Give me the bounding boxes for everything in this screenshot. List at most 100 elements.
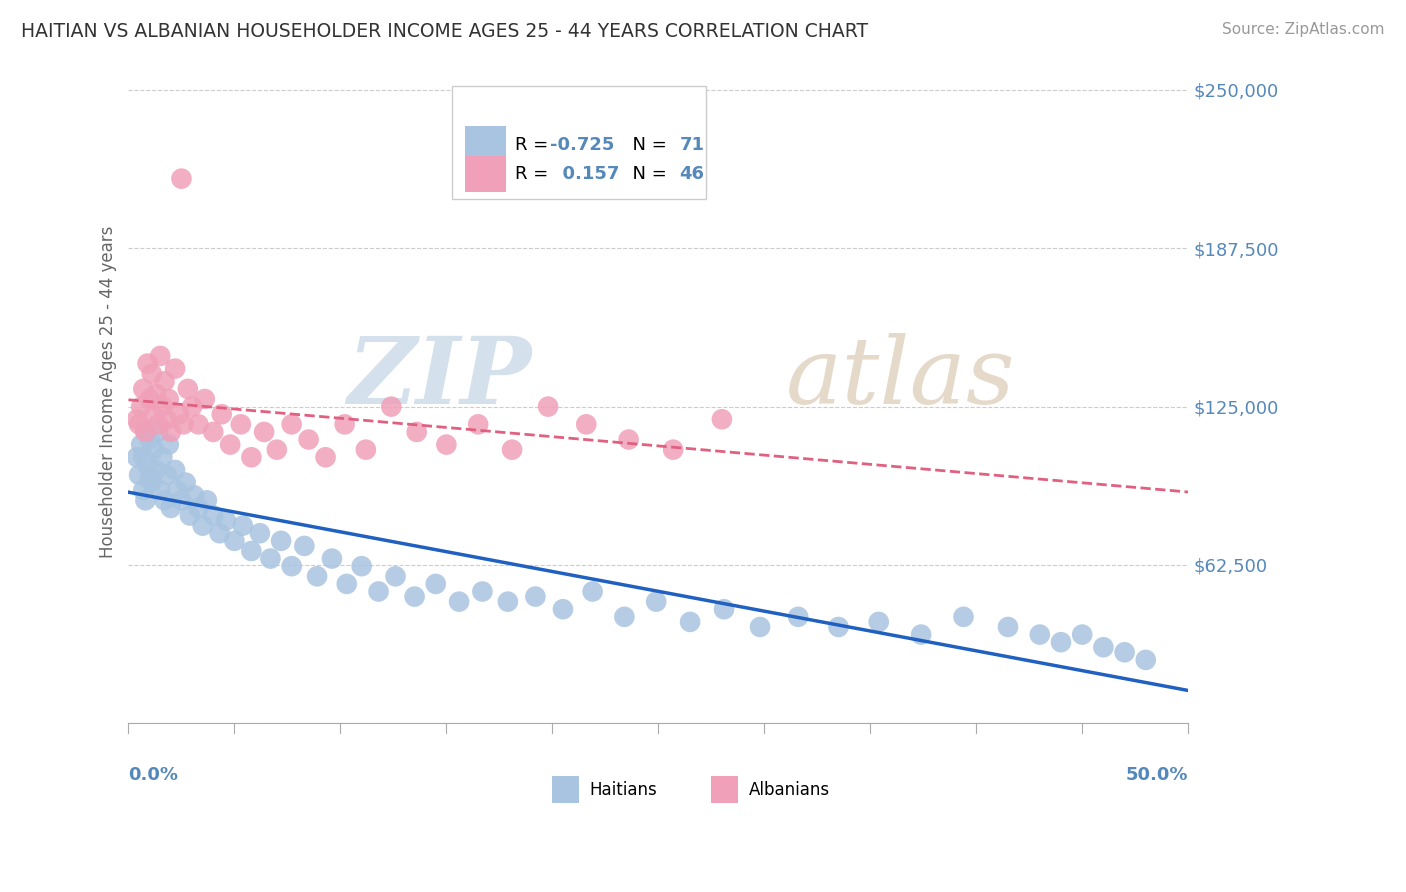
Point [191, 518, 214, 533]
Point [150, 450, 173, 465]
Point [645, 594, 668, 608]
Point [367, 584, 389, 599]
FancyBboxPatch shape [465, 156, 506, 193]
Point [997, 620, 1019, 634]
Point [315, 450, 337, 465]
Text: R =: R = [515, 136, 554, 153]
Point [910, 627, 932, 641]
Point [710, 412, 733, 426]
Point [266, 442, 288, 457]
Text: -0.725: -0.725 [550, 136, 614, 153]
Point [138, 392, 160, 406]
Text: Haitians: Haitians [589, 780, 657, 798]
Point [134, 425, 156, 439]
Point [195, 493, 218, 508]
Point [183, 488, 205, 502]
Point [434, 437, 457, 451]
Point [156, 412, 179, 426]
Point [145, 463, 167, 477]
Point [165, 361, 187, 376]
Point [146, 425, 169, 439]
Point [253, 425, 276, 439]
Point [150, 400, 173, 414]
Point [249, 526, 271, 541]
Point [679, 615, 702, 629]
Point [321, 551, 343, 566]
Point [187, 500, 209, 515]
Point [170, 493, 193, 508]
Text: Albanians: Albanians [748, 780, 830, 798]
Point [240, 544, 263, 558]
Point [157, 437, 180, 451]
Point [128, 468, 150, 483]
Point [1114, 645, 1136, 659]
Point [173, 417, 195, 432]
Point [449, 594, 471, 608]
Text: N =: N = [621, 136, 672, 153]
Point [141, 367, 163, 381]
Point [575, 417, 598, 432]
Point [524, 590, 547, 604]
Point [202, 508, 225, 523]
Point [165, 463, 187, 477]
Text: 50.0%: 50.0% [1126, 766, 1188, 784]
Point [125, 450, 148, 465]
Point [425, 577, 447, 591]
Point [157, 392, 180, 406]
Text: 46: 46 [679, 165, 704, 184]
Point [134, 493, 156, 508]
Point [232, 518, 254, 533]
Point [298, 433, 321, 447]
Point [952, 610, 974, 624]
Point [384, 569, 406, 583]
Point [467, 417, 489, 432]
Point [169, 407, 191, 421]
Text: Source: ZipAtlas.com: Source: ZipAtlas.com [1222, 22, 1385, 37]
Point [259, 551, 281, 566]
Point [136, 458, 159, 472]
Point [149, 349, 172, 363]
Point [134, 425, 156, 439]
Point [307, 569, 329, 583]
Text: 0.157: 0.157 [550, 165, 620, 184]
Point [142, 442, 165, 457]
Point [138, 470, 160, 484]
Point [138, 433, 160, 447]
Point [142, 407, 165, 421]
Text: 0.0%: 0.0% [128, 766, 179, 784]
Point [136, 357, 159, 371]
Point [336, 577, 359, 591]
Point [1050, 635, 1073, 649]
Point [224, 533, 246, 548]
Point [537, 400, 560, 414]
Point [181, 400, 204, 414]
Point [350, 559, 373, 574]
FancyBboxPatch shape [553, 776, 579, 803]
Point [1071, 627, 1094, 641]
Point [129, 400, 152, 414]
Point [1092, 640, 1115, 655]
Point [280, 559, 302, 574]
Point [713, 602, 735, 616]
Point [229, 417, 252, 432]
Point [1029, 627, 1052, 641]
Point [160, 425, 183, 439]
Point [174, 475, 197, 490]
Point [404, 590, 426, 604]
Point [827, 620, 849, 634]
Point [153, 493, 176, 508]
Point [292, 539, 315, 553]
Point [149, 483, 172, 498]
Point [496, 594, 519, 608]
Point [179, 508, 201, 523]
Point [125, 412, 148, 426]
Point [551, 602, 574, 616]
Point [160, 500, 183, 515]
Point [132, 382, 155, 396]
Point [405, 425, 427, 439]
Point [202, 425, 225, 439]
Point [280, 417, 302, 432]
Point [153, 374, 176, 388]
Point [128, 417, 150, 432]
Point [132, 483, 155, 498]
